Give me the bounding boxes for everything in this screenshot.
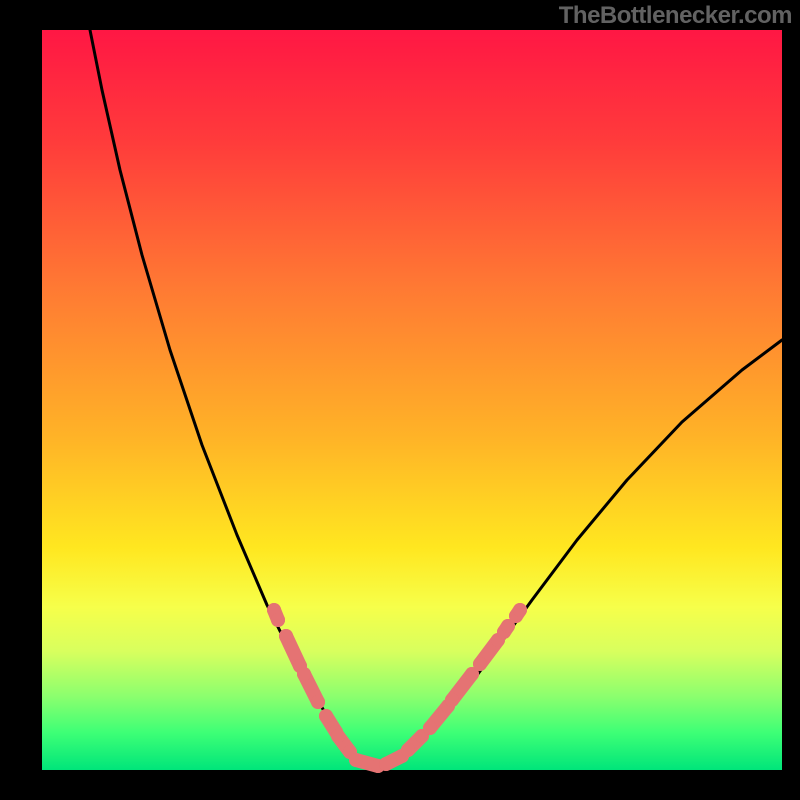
highlight-dot — [379, 757, 393, 771]
watermark-label: TheBottlenecker.com — [559, 2, 792, 30]
highlight-dot — [445, 693, 459, 707]
highlight-dot — [319, 709, 333, 723]
chart-canvas: TheBottlenecker.com — [0, 0, 800, 800]
highlight-dot — [297, 667, 311, 681]
highlight-dot — [271, 613, 285, 627]
curve-svg — [42, 30, 782, 770]
highlight-dot — [279, 629, 293, 643]
highlight-dot — [331, 729, 345, 743]
highlight-dot — [349, 753, 363, 767]
highlight-dot — [423, 721, 437, 735]
highlight-dot — [311, 695, 325, 709]
plot-area — [42, 30, 782, 770]
highlight-dot — [401, 743, 415, 757]
highlight-dot — [513, 603, 527, 617]
highlight-dot — [473, 657, 487, 671]
